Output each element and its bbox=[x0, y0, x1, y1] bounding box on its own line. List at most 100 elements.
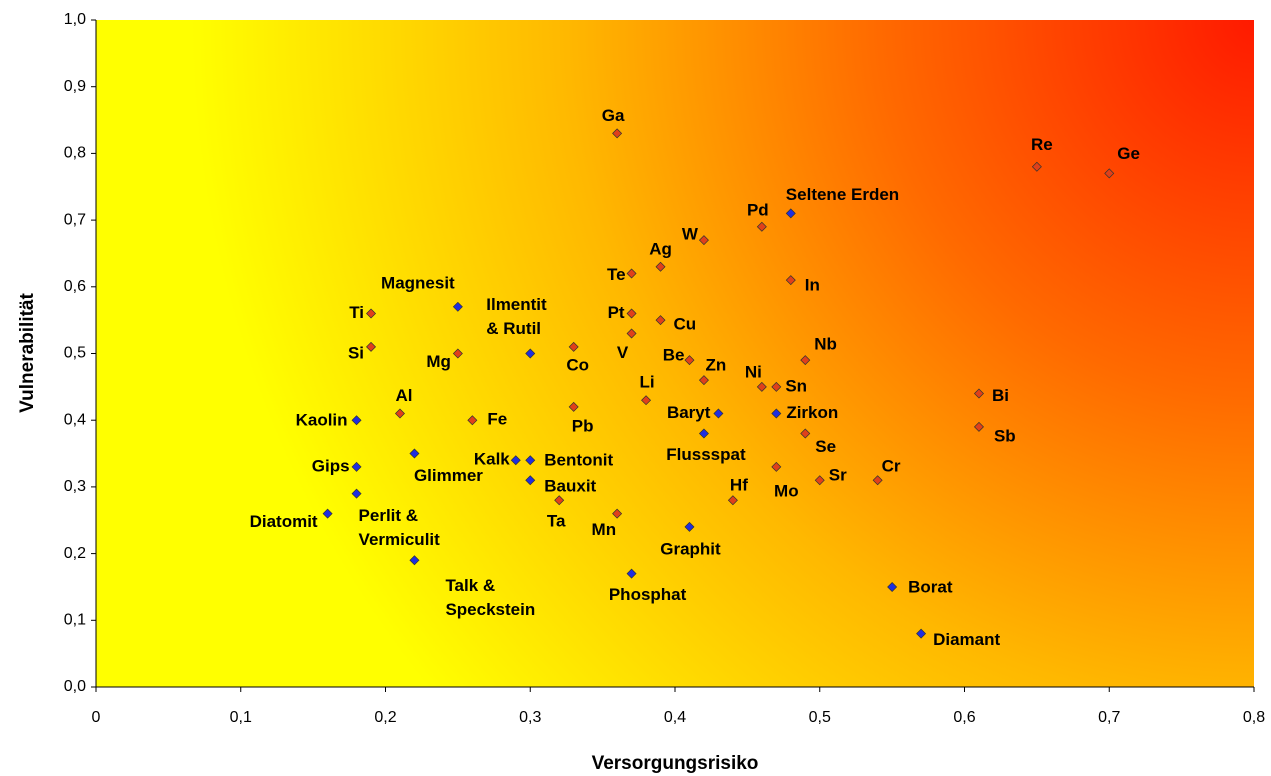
x-tick-label: 0,1 bbox=[230, 709, 252, 726]
point-label: Al bbox=[395, 386, 412, 405]
x-tick-label: 0,7 bbox=[1098, 709, 1120, 726]
y-tick-label: 0,4 bbox=[64, 411, 86, 428]
y-tick-label: 0,1 bbox=[64, 612, 86, 629]
y-tick-label: 0,6 bbox=[64, 278, 86, 295]
data-point bbox=[887, 581, 898, 592]
point-label: Re bbox=[1031, 135, 1053, 154]
data-point bbox=[771, 461, 782, 472]
point-label: V bbox=[617, 343, 629, 362]
point-label: W bbox=[682, 225, 699, 244]
data-point bbox=[756, 381, 767, 392]
point-label: Ni bbox=[745, 362, 762, 381]
point-label: Cu bbox=[674, 315, 697, 334]
point-label: Be bbox=[663, 346, 685, 365]
data-point bbox=[655, 315, 666, 326]
data-point bbox=[785, 275, 796, 286]
data-point bbox=[771, 408, 782, 419]
data-point bbox=[814, 475, 825, 486]
y-tick-label: 0,3 bbox=[64, 478, 86, 495]
x-tick-label: 0 bbox=[92, 709, 101, 726]
point-label: Pd bbox=[747, 200, 769, 219]
data-point bbox=[525, 475, 536, 486]
point-label: Bauxit bbox=[544, 477, 596, 496]
data-point bbox=[727, 495, 738, 506]
point-label: Glimmer bbox=[414, 466, 483, 485]
point-label: Ti bbox=[349, 303, 364, 322]
point-label: Diamant bbox=[933, 630, 1000, 649]
point-label: Talk & bbox=[445, 576, 495, 595]
point-label: Gips bbox=[312, 456, 350, 475]
point-label: Borat bbox=[908, 577, 953, 596]
data-point bbox=[452, 301, 463, 312]
data-point bbox=[785, 208, 796, 219]
data-point bbox=[626, 568, 637, 579]
y-tick-label: 1,0 bbox=[64, 11, 86, 28]
point-label: Se bbox=[815, 437, 836, 456]
point-label: Ge bbox=[1117, 144, 1140, 163]
data-point bbox=[973, 421, 984, 432]
data-point bbox=[698, 428, 709, 439]
point-label: Phosphat bbox=[609, 585, 687, 604]
point-label: Magnesit bbox=[381, 273, 455, 292]
data-point bbox=[684, 521, 695, 532]
point-label: Diatomit bbox=[250, 512, 318, 531]
plot-area bbox=[96, 20, 1254, 687]
x-tick-label: 0,2 bbox=[374, 709, 396, 726]
data-point bbox=[1104, 168, 1115, 179]
data-point bbox=[351, 415, 362, 426]
point-label: Sn bbox=[785, 376, 807, 395]
point-label: Sr bbox=[829, 466, 847, 485]
y-tick-label: 0,0 bbox=[64, 678, 86, 695]
data-point bbox=[612, 508, 623, 519]
point-label: Pb bbox=[572, 416, 594, 435]
point-label: In bbox=[805, 276, 820, 295]
data-point bbox=[510, 455, 521, 466]
point-label: Zn bbox=[706, 356, 727, 375]
y-tick-label: 0,9 bbox=[64, 78, 86, 95]
data-point bbox=[351, 461, 362, 472]
data-point bbox=[684, 355, 695, 366]
point-label: & Rutil bbox=[486, 319, 541, 338]
x-tick-label: 0,3 bbox=[519, 709, 541, 726]
data-point bbox=[771, 381, 782, 392]
y-tick-label: 0,5 bbox=[64, 345, 86, 362]
y-tick-label: 0,7 bbox=[64, 211, 86, 228]
data-point bbox=[351, 488, 362, 499]
data-point bbox=[872, 475, 883, 486]
point-label: Ta bbox=[547, 512, 566, 531]
point-label: Sb bbox=[994, 426, 1016, 445]
data-point bbox=[800, 355, 811, 366]
data-point bbox=[655, 261, 666, 272]
point-label: Hf bbox=[730, 476, 748, 495]
data-point bbox=[641, 395, 652, 406]
data-point bbox=[973, 388, 984, 399]
point-label: Mo bbox=[774, 481, 799, 500]
point-label: Perlit & bbox=[359, 506, 419, 525]
data-point bbox=[626, 308, 637, 319]
data-point bbox=[800, 428, 811, 439]
point-label: Ilmentit bbox=[486, 295, 547, 314]
point-label: Flussspat bbox=[666, 445, 746, 464]
data-point bbox=[568, 401, 579, 412]
point-label: Seltene Erden bbox=[786, 185, 899, 204]
data-point bbox=[366, 341, 377, 352]
x-tick-label: 0,5 bbox=[809, 709, 831, 726]
point-label: Mn bbox=[592, 520, 617, 539]
data-point bbox=[698, 235, 709, 246]
data-point bbox=[713, 408, 724, 419]
point-label: Baryt bbox=[667, 403, 711, 422]
point-label: Graphit bbox=[660, 539, 721, 558]
point-label: Nb bbox=[814, 335, 837, 354]
data-point bbox=[916, 628, 927, 639]
point-label: Kaolin bbox=[296, 411, 348, 430]
data-point bbox=[756, 221, 767, 232]
y-tick-label: 0,2 bbox=[64, 545, 86, 562]
point-label: Cr bbox=[882, 457, 901, 476]
x-axis-title: Versorgungsrisiko bbox=[592, 753, 759, 774]
point-label: Vermiculit bbox=[359, 530, 441, 549]
data-point bbox=[322, 508, 333, 519]
data-point bbox=[554, 495, 565, 506]
data-point bbox=[1031, 161, 1042, 172]
point-label: Ga bbox=[602, 106, 625, 125]
